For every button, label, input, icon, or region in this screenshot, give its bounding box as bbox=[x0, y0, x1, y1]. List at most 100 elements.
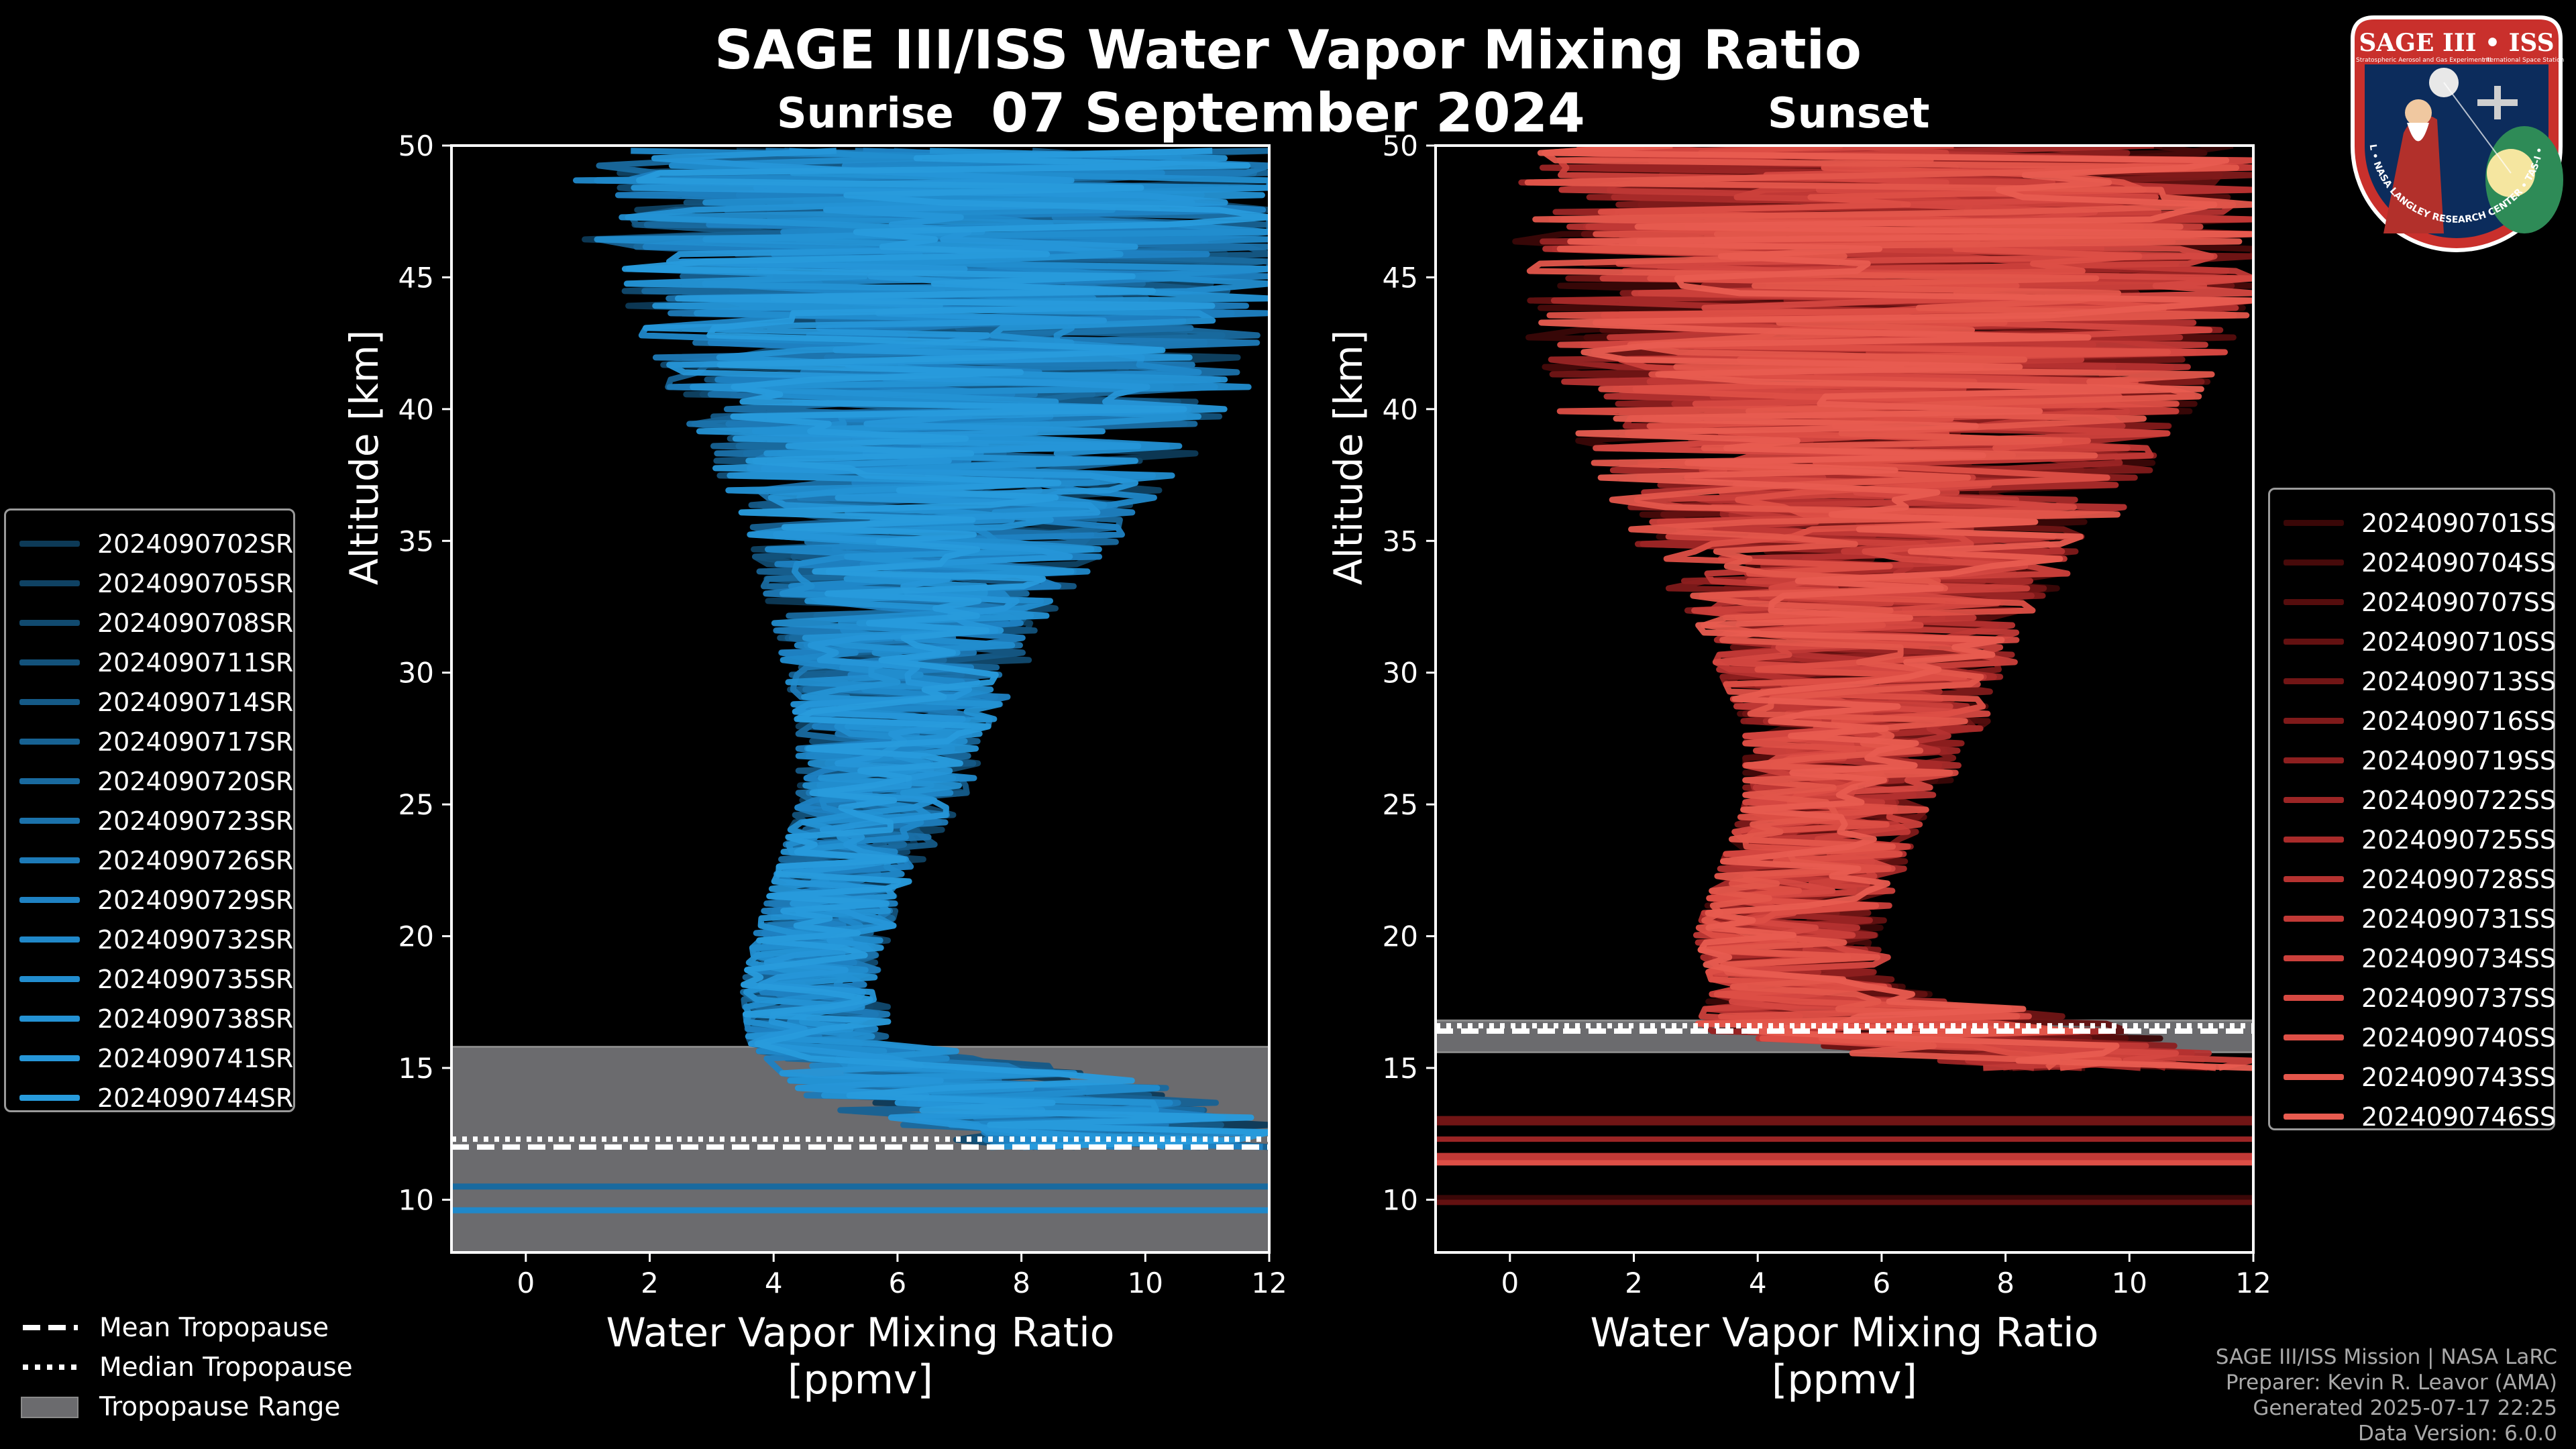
profile-line-2024090738SR bbox=[624, 148, 1269, 1150]
legend-swatch bbox=[19, 1095, 80, 1101]
legend-swatch bbox=[19, 818, 80, 824]
legend-entry: 2024090704SS bbox=[2270, 543, 2556, 582]
logo-sub-left: Stratospheric Aerosol and Gas Experiment… bbox=[2356, 57, 2491, 64]
legend-swatch bbox=[2284, 995, 2344, 1001]
y-tick-label-sunrise-45: 45 bbox=[398, 261, 434, 294]
legend-label: 2024090731SS bbox=[2361, 904, 2557, 934]
legend-range-label: Tropopause Range bbox=[99, 1391, 341, 1422]
y-tick-label-sunset-15: 15 bbox=[1383, 1052, 1418, 1085]
y-axis-label-sunset: Altitude [km] bbox=[1326, 330, 1371, 585]
legend-label: 2024090741SR bbox=[97, 1043, 294, 1073]
legend-swatch bbox=[2284, 599, 2344, 605]
x-tick-label-sunset-10: 10 bbox=[2112, 1267, 2147, 1299]
legend-swatch bbox=[19, 857, 80, 863]
legend-entry: 2024090711SR bbox=[6, 643, 293, 682]
x-tick-label-sunset-6: 6 bbox=[1873, 1267, 1891, 1299]
legend-label: 2024090743SS bbox=[2361, 1062, 2557, 1092]
legend-label: 2024090716SS bbox=[2361, 706, 2557, 736]
legend-swatch bbox=[2284, 718, 2344, 724]
legend-label: 2024090726SR bbox=[97, 845, 294, 875]
legend-swatch bbox=[2284, 1034, 2344, 1040]
legend-entry: 2024090702SR bbox=[6, 524, 293, 564]
legend-entry: 2024090738SR bbox=[6, 999, 293, 1038]
y-tick-label-sunrise-30: 30 bbox=[398, 657, 434, 690]
legend-label: 2024090717SR bbox=[97, 727, 294, 757]
tropopause-range-swatch bbox=[21, 1397, 78, 1418]
legend-swatch bbox=[19, 778, 80, 784]
footer-mission: SAGE III/ISS Mission | NASA LaRC bbox=[2215, 1345, 2557, 1369]
legend-entry: 2024090729SR bbox=[6, 880, 293, 920]
legend-entry: 2024090717SR bbox=[6, 722, 293, 761]
legend-swatch bbox=[19, 1055, 80, 1061]
legend-label: 2024090710SS bbox=[2361, 627, 2557, 657]
legend-entry: 2024090725SS bbox=[2270, 820, 2556, 859]
x-tick-label-sunrise-8: 8 bbox=[1012, 1267, 1030, 1299]
legend-swatch bbox=[19, 976, 80, 982]
legend-swatch bbox=[19, 580, 80, 586]
legend-label: 2024090704SS bbox=[2361, 547, 2557, 578]
y-tick-label-sunrise-40: 40 bbox=[398, 393, 434, 426]
y-tick-label-sunset-40: 40 bbox=[1383, 393, 1418, 426]
legend-swatch bbox=[19, 620, 80, 626]
y-tick-label-sunset-20: 20 bbox=[1383, 920, 1418, 953]
x-tick-label-sunset-0: 0 bbox=[1501, 1267, 1519, 1299]
y-tick-label-sunset-30: 30 bbox=[1383, 657, 1418, 690]
panel-title-sunrise: Sunrise bbox=[777, 89, 954, 138]
legend-entry: 2024090746SS bbox=[2270, 1097, 2556, 1136]
legend-swatch bbox=[2284, 757, 2344, 763]
legend-swatch bbox=[2284, 916, 2344, 922]
footer-generated: Generated 2025-07-17 22:25 bbox=[2253, 1396, 2557, 1420]
legend-entry: 2024090720SR bbox=[6, 761, 293, 801]
y-tick-label-sunset-35: 35 bbox=[1383, 525, 1418, 557]
legend-entry: 2024090732SR bbox=[6, 920, 293, 959]
y-tick-label-sunrise-25: 25 bbox=[398, 788, 434, 821]
legend-label: 2024090732SR bbox=[97, 924, 294, 955]
legend-entry: 2024090726SR bbox=[6, 841, 293, 880]
x-axis-label-sunrise-0: Water Vapor Mixing Ratio bbox=[606, 1309, 1115, 1356]
panel-title-sunset: Sunset bbox=[1768, 89, 1930, 138]
legend-entry: 2024090716SS bbox=[2270, 701, 2556, 741]
y-tick-label-sunset-45: 45 bbox=[1383, 261, 1418, 294]
legend-swatch bbox=[19, 897, 80, 903]
legend-mean-label: Mean Tropopause bbox=[99, 1312, 329, 1343]
legend-entry: 2024090713SS bbox=[2270, 661, 2556, 701]
legend-entry: 2024090741SR bbox=[6, 1038, 293, 1078]
mean-tropopause-swatch bbox=[23, 1325, 78, 1330]
legend-median-tropopause: Median Tropopause bbox=[20, 1348, 353, 1387]
legend-label: 2024090737SS bbox=[2361, 983, 2557, 1013]
x-tick-label-sunrise-10: 10 bbox=[1128, 1267, 1163, 1299]
plot-frame-sunrise bbox=[450, 144, 1271, 1254]
legend-swatch bbox=[19, 936, 80, 943]
y-tick-label-sunrise-20: 20 bbox=[398, 920, 434, 953]
profile-line-2024090744SR bbox=[621, 148, 1269, 1150]
legend-swatch bbox=[2284, 639, 2344, 645]
x-tick-label-sunrise-4: 4 bbox=[765, 1267, 783, 1299]
legend-label: 2024090738SR bbox=[97, 1004, 294, 1034]
legend-label: 2024090701SS bbox=[2361, 508, 2557, 538]
legend-entry: 2024090708SR bbox=[6, 603, 293, 643]
legend-label: 2024090707SS bbox=[2361, 587, 2557, 617]
y-axis-label-sunrise: Altitude [km] bbox=[341, 330, 387, 585]
plot-area-sunrise bbox=[451, 148, 1269, 1252]
legend-swatch bbox=[2284, 559, 2344, 566]
legend-entry: 2024090723SR bbox=[6, 801, 293, 841]
legend-entry: 2024090722SS bbox=[2270, 780, 2556, 820]
legend-label: 2024090735SR bbox=[97, 964, 294, 994]
legend-swatch bbox=[2284, 520, 2344, 526]
y-tick-label-sunrise-50: 50 bbox=[398, 129, 434, 162]
chart-date: 07 September 2024 bbox=[991, 82, 1585, 144]
legend-entry: 2024090737SS bbox=[2270, 978, 2556, 1018]
y-tick-label-sunrise-10: 10 bbox=[398, 1183, 434, 1216]
y-tick-label-sunrise-15: 15 bbox=[398, 1052, 434, 1085]
profile-line-2024090741SR bbox=[631, 148, 1228, 1150]
y-tick-label-sunrise-35: 35 bbox=[398, 525, 434, 557]
legend-entry: 2024090731SS bbox=[2270, 899, 2556, 938]
legend-label: 2024090722SS bbox=[2361, 785, 2557, 815]
y-tick-label-sunset-50: 50 bbox=[1383, 129, 1418, 162]
x-tick-label-sunrise-2: 2 bbox=[641, 1267, 659, 1299]
legend-swatch bbox=[2284, 876, 2344, 882]
y-tick-label-sunset-25: 25 bbox=[1383, 788, 1418, 821]
legend-label: 2024090720SR bbox=[97, 766, 294, 796]
sunset-legend: 2024090701SS 2024090704SS 2024090707SS 2024… bbox=[2268, 488, 2557, 1132]
